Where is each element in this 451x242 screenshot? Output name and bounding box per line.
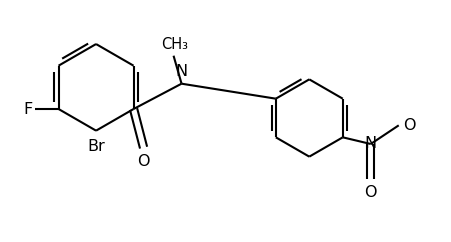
Text: F: F [23, 101, 32, 116]
Text: O: O [137, 154, 149, 169]
Text: N: N [364, 136, 376, 151]
Text: CH₃: CH₃ [161, 37, 188, 52]
Text: Br: Br [87, 139, 105, 154]
Text: N: N [175, 64, 187, 79]
Text: O: O [364, 185, 376, 200]
Text: O: O [402, 118, 414, 133]
